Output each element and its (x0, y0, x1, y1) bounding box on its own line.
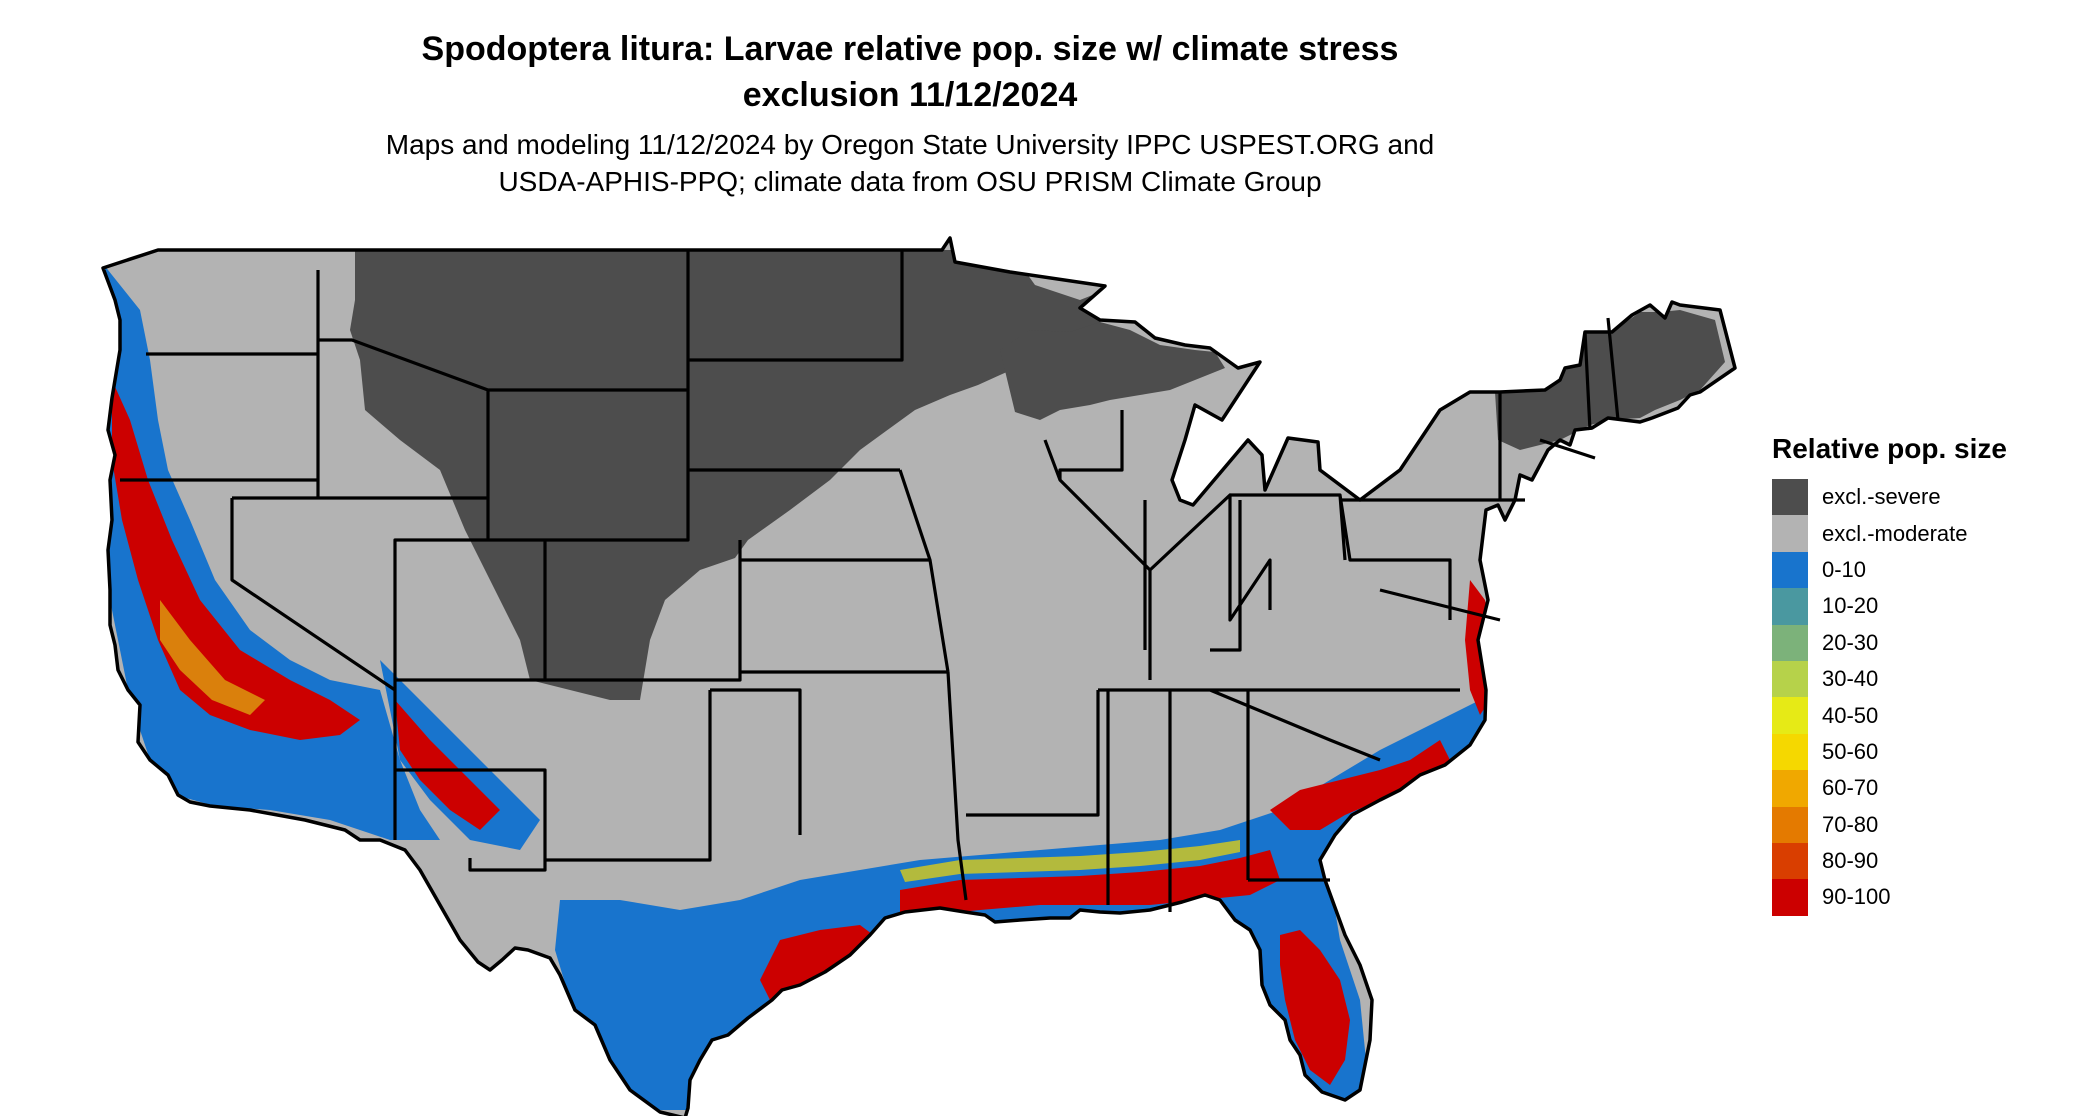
legend-title: Relative pop. size (1772, 433, 2007, 464)
southwest-desert-risk (380, 660, 540, 850)
state-borders (120, 250, 1620, 912)
severe-zone-new-england (1495, 310, 1725, 450)
legend-item: 20-30 (1772, 624, 2007, 661)
state-border-lines (120, 250, 1620, 912)
southwest-desert-hot (395, 700, 500, 830)
legend-swatch (1772, 806, 1808, 843)
title-line-1: Spodoptera litura: Larvae relative pop. … (421, 30, 1399, 68)
legend-swatch (1772, 733, 1808, 771)
legend-item: 80-90 (1772, 842, 2007, 880)
legend-item: 10-20 (1772, 588, 2007, 625)
legend-items: excl.-severe excl.-moderate 0-10 10-20 20-30… (1772, 479, 2007, 916)
legend-item: 60-70 (1772, 770, 2007, 807)
legend-label: excl.-severe (1822, 484, 1941, 510)
legend-item: 30-40 (1772, 660, 2007, 698)
severe-zone-north (350, 250, 1105, 700)
legend-swatch (1772, 842, 1808, 880)
legend-label: 30-40 (1822, 666, 1879, 692)
title-line-2: exclusion 11/12/2024 (742, 76, 1078, 114)
legend-swatch (1772, 879, 1808, 916)
legend-label: 20-30 (1822, 629, 1879, 655)
legend-swatch (1772, 588, 1808, 625)
legend: Relative pop. size excl.-severe excl.-mod… (1772, 433, 2007, 916)
legend-swatch (1772, 770, 1808, 807)
map-subtitle: Maps and modeling 11/12/2024 by Oregon S… (260, 126, 1560, 200)
west-coast-mid-band (160, 600, 265, 715)
west-coast-risk-band (103, 260, 440, 840)
texas-coast-hot (760, 925, 880, 1000)
legend-swatch (1772, 479, 1808, 516)
severe-zone-upper-midwest (1000, 322, 1225, 420)
subtitle-line-2: USDA-APHIS-PPQ; climate data from OSU PR… (498, 166, 1322, 197)
subtitle-line-1: Maps and modeling 11/12/2024 by Oregon S… (385, 129, 1435, 160)
legend-item: 0-10 (1772, 551, 2007, 589)
legend-label: 0-10 (1822, 556, 1867, 582)
legend-swatch (1772, 551, 1808, 589)
legend-label: 10-20 (1822, 593, 1879, 619)
legend-label: excl.-moderate (1822, 520, 1968, 546)
gulf-coast-hot-band (900, 850, 1280, 915)
legend-label: 70-80 (1822, 811, 1879, 837)
legend-swatch (1772, 660, 1808, 698)
legend-item: 40-50 (1772, 697, 2007, 734)
georgia-carolina-hot (1270, 740, 1450, 830)
legend-item: 90-100 (1772, 879, 2007, 916)
map-title: Spodoptera litura: Larvae relative pop. … (260, 26, 1560, 118)
legend-swatch (1772, 697, 1808, 734)
florida-peninsula-hot (1280, 930, 1350, 1085)
legend-label: 90-100 (1822, 884, 1891, 910)
legend-label: 60-70 (1822, 775, 1879, 801)
legend-label: 40-50 (1822, 702, 1879, 728)
legend-item: 70-80 (1772, 806, 2007, 843)
legend-item: 50-60 (1772, 733, 2007, 771)
gulf-yellow-fringe (900, 840, 1240, 882)
legend-item: excl.-severe (1772, 479, 2007, 516)
legend-label: 50-60 (1822, 738, 1879, 764)
legend-label: 80-90 (1822, 848, 1879, 874)
legend-swatch (1772, 624, 1808, 661)
legend-swatch (1772, 515, 1808, 552)
legend-item: excl.-moderate (1772, 515, 2007, 552)
